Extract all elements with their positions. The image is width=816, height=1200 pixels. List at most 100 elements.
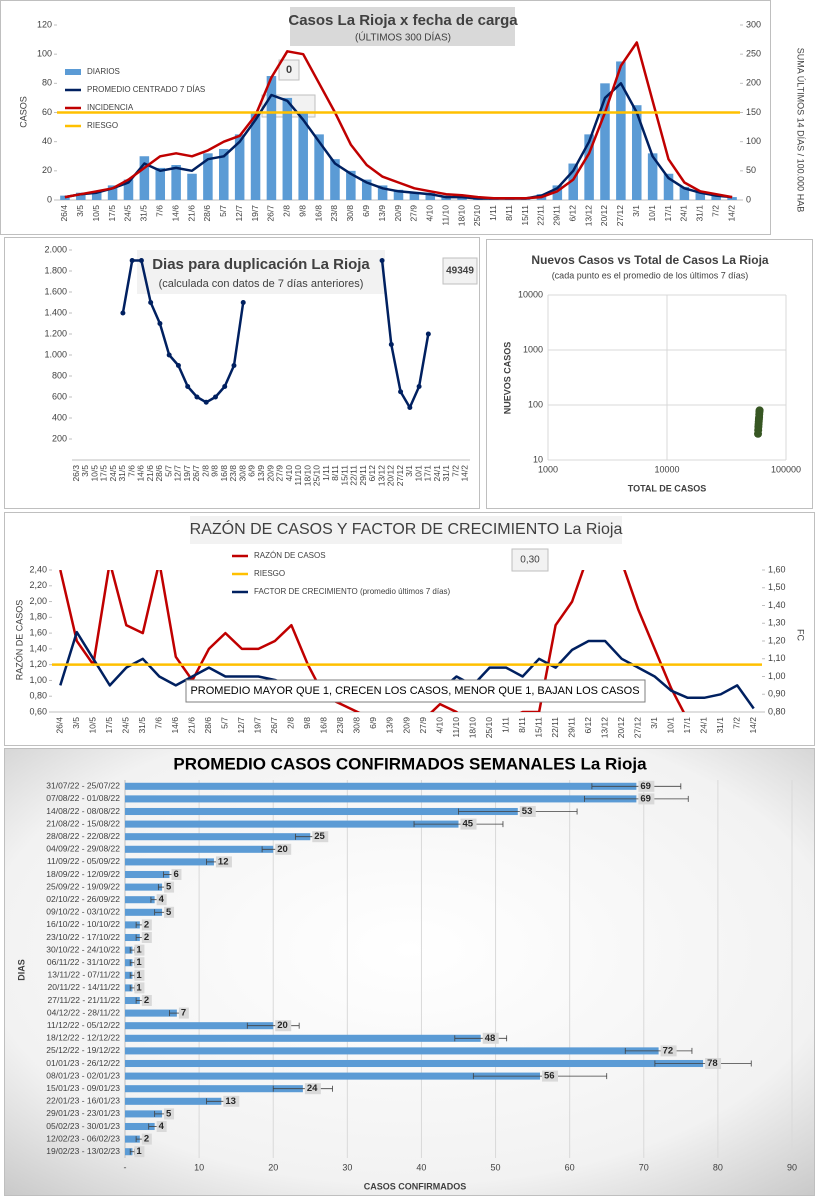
y-tick-label: 0,80 [29,691,47,701]
x-tick-label: 28/6 [203,717,213,734]
x-tick-label: 6/12 [567,205,577,222]
x-tick-label: 31/1 [441,465,451,482]
x-tick-label: 5/7 [220,717,230,729]
x-tick-label: 7/2 [450,465,460,477]
y-tick-label: 1000 [523,344,543,354]
panel [486,239,813,509]
y-tick-label: 18/09/22 - 12/09/22 [46,869,120,879]
bar [219,148,229,200]
x-tick-label: 27/12 [632,717,642,739]
data-label: 2 [144,932,149,943]
bar [631,105,642,200]
bar [125,971,133,979]
bar [123,179,134,200]
x-tick-label: 20/12 [599,205,609,227]
y-tick-label: 01/01/23 - 26/12/22 [46,1058,120,1068]
x-tick-label: 18/10 [467,717,477,739]
data-label: 7 [181,1008,186,1019]
y2-tick-label: 300 [746,19,761,29]
chart: - 10 20 30 40 50 60 70 80 90 31/07/22 - 25/07/22 69… [46,780,797,1172]
data-label: 2 [144,919,149,930]
x-tick-label: 7/2 [710,205,720,217]
x-tick-label: 27/9 [409,205,419,222]
marker [231,363,237,368]
marker [185,384,191,389]
data-label-box [705,1058,722,1069]
data-label: 12 [218,856,229,867]
x-tick-label: 31/5 [137,717,147,734]
marker [416,384,422,389]
x-tick-label: 7/2 [731,717,741,729]
x-tick-label: 10/1 [413,465,423,482]
data-label-box [164,906,175,918]
y2-tick-label: 200 [746,78,761,88]
x-tick-label: 2/8 [282,205,292,217]
y-tick-label: 19/02/23 - 13/02/23 [46,1146,120,1156]
marker [212,394,218,400]
data-label: 13 [225,1096,236,1107]
x-tick-label: 6/9 [368,717,378,729]
marker [129,258,135,263]
line [64,41,733,200]
y2-tick-label: 1,30 [768,618,786,628]
x-tick-label: 23/8 [329,205,339,222]
x-tick-label: 27/9 [418,717,428,734]
x-tick-label: 22/11 [536,205,546,226]
x-tick-label: 24/5 [121,717,131,734]
data-label-box [542,1070,559,1082]
y-tick-label: 1,00 [29,675,47,685]
y-tick-label: 27/11/22 - 21/11/22 [48,995,121,1005]
marker [157,321,163,326]
y-axis-label: DIAS [16,959,26,981]
x-tick-label: 26/7 [191,465,201,482]
x-tick-label: 17/1 [423,465,433,482]
data-label-box [141,932,152,943]
bar [393,189,404,200]
x-tick-label: 15/11 [533,717,543,738]
x-tick-label: 20/9 [401,717,411,734]
bar [125,870,170,879]
x-tick-label: 3/5 [71,717,81,729]
legend-label: RIESGO [87,121,118,130]
chart: 0,60 0,80 1,00 1,20 1,40 1,60 1,80 2,00 2,20 2,40… [29,551,786,739]
bar [107,185,118,200]
bar [125,883,163,891]
data-label-box [156,1121,167,1132]
x-tick-label: 28/6 [202,205,212,222]
x-tick-label: 27/12 [395,465,405,487]
bar [457,197,467,200]
y-tick-label: 40 [42,136,52,146]
x-tick-label: 21/6 [145,465,155,482]
x-tick-label: 14/2 [460,465,470,482]
x-tick-label: 24/1 [698,717,708,734]
x-tick-label: 7/6 [154,205,164,217]
bar [346,170,356,200]
bar [125,1122,155,1131]
data-label: 2 [144,995,149,1006]
x-tick-label: 4/10 [434,717,444,734]
y2-tick-label: 1,40 [768,600,786,610]
chart: 10 100 1000 10000 1000 10000 100000 [518,289,801,474]
bar [125,1047,659,1055]
title-box [190,516,622,544]
x-tick-label: 4/10 [284,465,294,482]
bar [663,173,674,200]
bar [125,984,133,992]
x-tick-label: 11/10 [440,205,450,226]
x-tick-label: 16/8 [313,205,323,222]
y-tick-label: 800 [52,370,67,380]
bar [155,167,166,200]
chart-subtitle: (calculada con datos de 7 días anteriore… [159,278,364,290]
x-tick-label: 1/11 [500,717,510,733]
x-tick-label: 13/9 [377,205,387,222]
y-tick-label: 2,40 [29,564,47,574]
bar [125,996,140,1005]
bar [125,1110,163,1118]
y-tick-label: 2,00 [29,596,47,606]
x-tick-label: 3/5 [80,465,90,477]
point [755,406,764,415]
x-tick-label: 16/8 [319,717,329,734]
x-tick-label: 3/5 [75,205,85,217]
x-tick-label: 19/7 [250,205,260,222]
y-tick-label: 200 [52,433,67,443]
